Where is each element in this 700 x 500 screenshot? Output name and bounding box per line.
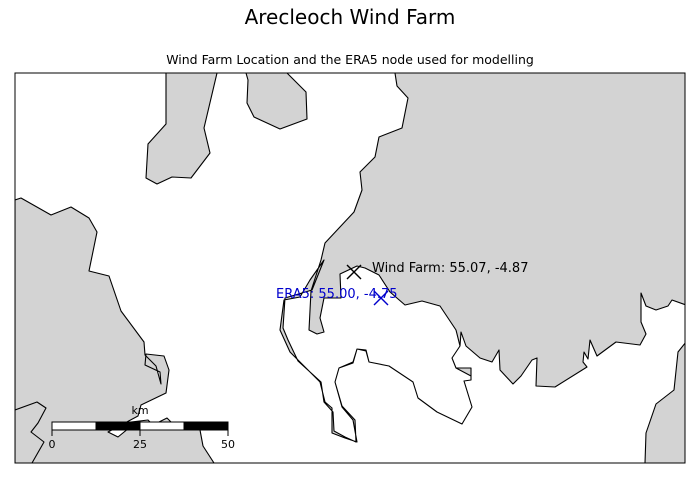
- era5-node-marker: [373, 290, 389, 306]
- map-frame: [14, 72, 686, 464]
- era5-label: ERA5: 55.00, -4.75: [276, 287, 398, 302]
- wind-farm-cross-b: [346, 264, 362, 280]
- map-subtitle: Wind Farm Location and the ERA5 node use…: [166, 52, 534, 67]
- wind-farm-label: Wind Farm: 55.07, -4.87: [372, 261, 528, 276]
- figure-title: Arecleoch Wind Farm: [244, 5, 456, 29]
- galloway-headland: [644, 342, 685, 463]
- southern-islet: [15, 401, 47, 463]
- bute-island: [245, 73, 308, 130]
- scale-bar-label-0: 0: [49, 438, 56, 451]
- scale-bar-segment-2: [95, 421, 141, 431]
- scale-bar: km 0 25 50: [49, 404, 236, 451]
- scotland-landmass: [279, 73, 685, 443]
- scale-bar-label-25: 25: [133, 438, 147, 451]
- scale-bar-label-50: 50: [221, 438, 235, 451]
- scale-bar-unit: km: [131, 404, 148, 417]
- era5-cross-b: [373, 290, 389, 306]
- arran-island: [145, 73, 218, 185]
- scale-bar-segment-3: [139, 421, 185, 431]
- scale-bar-segment-1: [51, 421, 97, 431]
- land-masses: [15, 73, 685, 463]
- scale-bar-segment-4: [183, 421, 229, 431]
- wind-farm-marker: [346, 264, 362, 280]
